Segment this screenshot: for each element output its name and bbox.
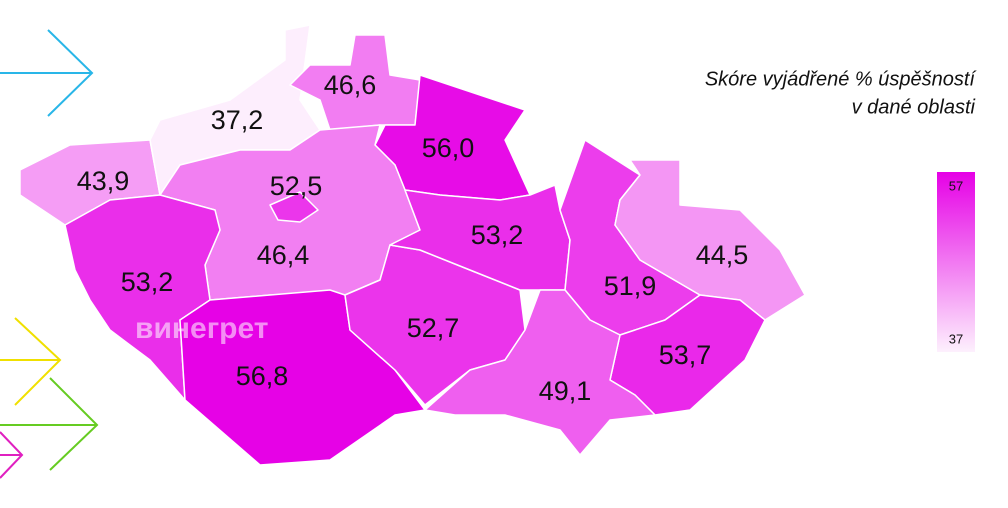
title-line: v dané oblasti xyxy=(852,96,976,118)
region xyxy=(424,289,656,456)
region-label: 52,7 xyxy=(407,313,460,343)
legend-max: 57 xyxy=(949,178,963,193)
legend-min: 37 xyxy=(949,331,963,346)
region-label: 49,1 xyxy=(539,376,592,406)
watermark: винегрет xyxy=(135,312,269,345)
region-label: 53,2 xyxy=(471,220,524,250)
region-label: 46,4 xyxy=(257,240,310,270)
region xyxy=(289,34,421,131)
decor-arrows xyxy=(0,29,99,479)
title-line: Skóre vyjádřené % úspěšností xyxy=(705,68,978,90)
region xyxy=(269,191,319,223)
region-label: 56,0 xyxy=(422,133,475,163)
region-label: 53,2 xyxy=(121,267,174,297)
region xyxy=(614,159,806,321)
region-label: 43,9 xyxy=(77,166,130,196)
region-label: 52,5 xyxy=(270,171,323,201)
region-label: 44,5 xyxy=(696,240,749,270)
region-label: 46,6 xyxy=(324,70,377,100)
region-label: 53,7 xyxy=(659,340,712,370)
region-label: 56,8 xyxy=(236,361,289,391)
regions: 43,9 37,2 46,6 56,0 46,4 52,5 53,2 56,8 52,7 53,2… xyxy=(19,24,806,466)
region-label: 37,2 xyxy=(211,105,264,135)
legend-bar xyxy=(937,172,975,352)
region-label: 51,9 xyxy=(604,271,657,301)
